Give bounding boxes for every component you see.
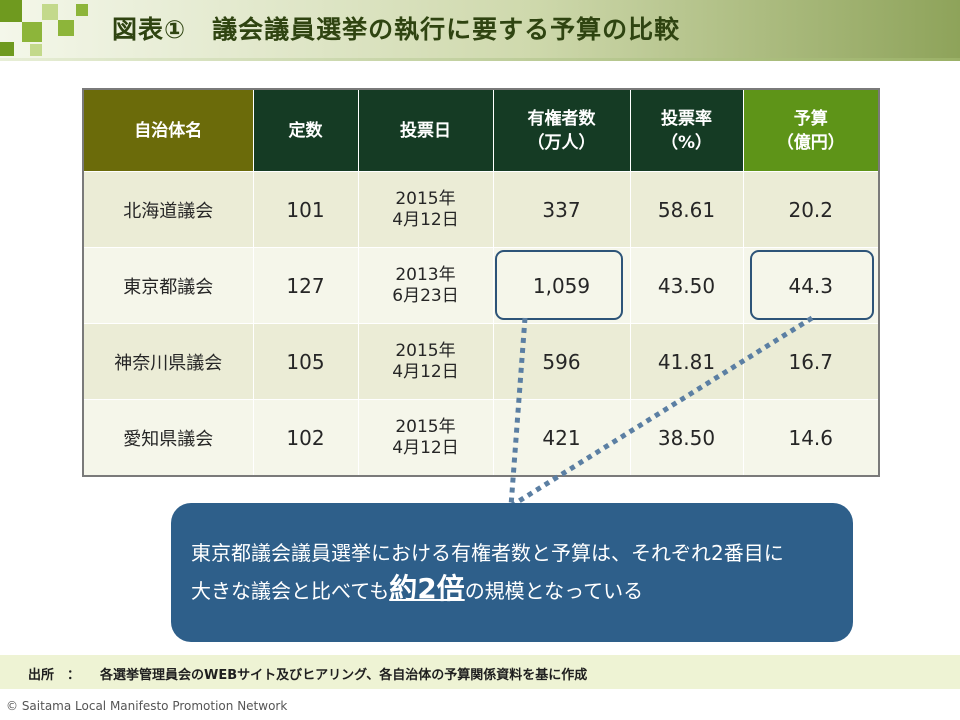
- cell-date: 2015年 4月12日: [358, 323, 494, 400]
- header-voters: 有権者数 （万人）: [493, 89, 631, 172]
- cell-budget: 16.7: [743, 323, 879, 400]
- cell-turnout: 41.81: [630, 323, 744, 400]
- cell-turnout: 58.61: [630, 171, 744, 248]
- cell-turnout: 43.50: [630, 247, 744, 324]
- header-vote-date: 投票日: [358, 89, 494, 172]
- cell-voters: 337: [493, 171, 631, 248]
- cell-name: 愛知県議会: [83, 399, 254, 476]
- cell-date: 2015年 4月12日: [358, 399, 494, 476]
- header-municipality: 自治体名: [83, 89, 254, 172]
- cell-voters: 596: [493, 323, 631, 400]
- cell-voters: 1,059: [493, 247, 631, 324]
- cell-seats: 105: [253, 323, 359, 400]
- highlight-box-voters: [495, 250, 623, 320]
- table-header-row: 自治体名 定数 投票日 有権者数 （万人） 投票率 （%） 予算 （億円）: [83, 89, 879, 172]
- copyright: © Saitama Local Manifesto Promotion Netw…: [6, 699, 288, 713]
- source-text: 各選挙管理員会のWEBサイト及びヒアリング、各自治体の予算関係資料を基に作成: [100, 668, 588, 683]
- callout-emphasis: 約2倍: [389, 572, 465, 605]
- cell-budget: 14.6: [743, 399, 879, 476]
- cell-name: 北海道議会: [83, 171, 254, 248]
- cell-name: 神奈川県議会: [83, 323, 254, 400]
- cell-date: 2013年 6月23日: [358, 247, 494, 324]
- cell-voters: 421: [493, 399, 631, 476]
- header-budget: 予算 （億円）: [743, 89, 879, 172]
- cell-budget: 20.2: [743, 171, 879, 248]
- source-label: 出所 ：: [28, 668, 81, 683]
- table-row: 東京都議会 127 2013年 6月23日 1,059 43.50 44.3: [83, 247, 879, 324]
- callout-text: 東京都議会議員選挙における有権者数と予算は、それぞれ2番目に 大きな議会と比べて…: [191, 535, 841, 609]
- header-band: [0, 0, 960, 58]
- callout-line1: 東京都議会議員選挙における有権者数と予算は、それぞれ2番目に: [191, 541, 784, 565]
- page-title: 図表① 議会議員選挙の執行に要する予算の比較: [112, 15, 681, 44]
- header-rule: [0, 58, 960, 61]
- source-band: [0, 655, 960, 689]
- table-row: 神奈川県議会 105 2015年 4月12日 596 41.81 16.7: [83, 323, 879, 400]
- cell-seats: 101: [253, 171, 359, 248]
- highlight-box-budget: [750, 250, 874, 320]
- header-seats: 定数: [253, 89, 359, 172]
- table-row: 北海道議会 101 2015年 4月12日 337 58.61 20.2: [83, 171, 879, 248]
- table-row: 愛知県議会 102 2015年 4月12日 421 38.50 14.6: [83, 399, 879, 476]
- callout-line2: 大きな議会と比べても約2倍の規模となっている: [191, 572, 644, 605]
- source-note: 出所 ： 各選挙管理員会のWEBサイト及びヒアリング、各自治体の予算関係資料を基に…: [28, 664, 587, 683]
- cell-budget: 44.3: [743, 247, 879, 324]
- cell-turnout: 38.50: [630, 399, 744, 476]
- cell-name: 東京都議会: [83, 247, 254, 324]
- cell-seats: 127: [253, 247, 359, 324]
- cell-date: 2015年 4月12日: [358, 171, 494, 248]
- callout-box: [171, 503, 853, 642]
- header-turnout: 投票率 （%）: [630, 89, 744, 172]
- cell-seats: 102: [253, 399, 359, 476]
